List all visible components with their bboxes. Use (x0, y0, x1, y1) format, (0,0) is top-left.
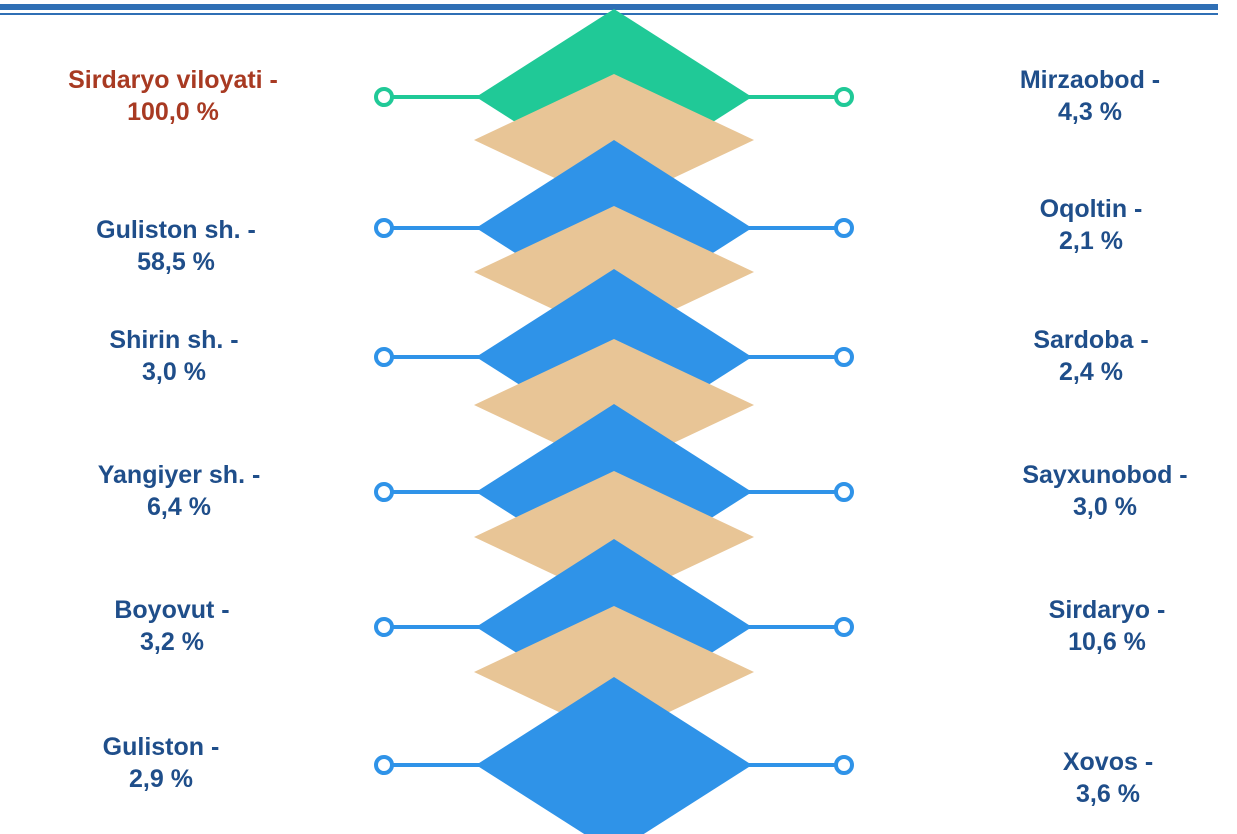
label-left-0-value: 100,0 % (127, 98, 219, 126)
label-left-2-value: 3,0 % (142, 358, 206, 386)
label-right-5-value: 3,6 % (1076, 780, 1140, 808)
diamond-blue-5 (476, 677, 752, 834)
label-right-5-name: Xovos - (1062, 748, 1154, 776)
diamond-tan-4 (474, 606, 754, 738)
node-left-1 (374, 218, 394, 238)
label-right-1: Oqoltin - 2,1 % (961, 193, 1221, 257)
header-rule-thick (0, 4, 1218, 10)
label-left-5-value: 2,9 % (129, 765, 193, 793)
label-right-3-name: Sayxunobod - (1022, 461, 1188, 489)
node-right-0 (834, 87, 854, 107)
node-left-5 (374, 755, 394, 775)
label-right-4-name: Sirdaryo - (1048, 596, 1166, 624)
label-right-0: Mirzaobod - 4,3 % (960, 64, 1220, 128)
label-right-3-value: 3,0 % (1073, 493, 1137, 521)
label-left-3: Yangiyer sh. - 6,4 % (49, 459, 309, 523)
label-left-3-value: 6,4 % (147, 493, 211, 521)
label-left-4-value: 3,2 % (140, 628, 204, 656)
node-right-2 (834, 347, 854, 367)
label-right-0-value: 4,3 % (1058, 98, 1122, 126)
label-left-3-name: Yangiyer sh. - (97, 461, 261, 489)
label-left-4: Boyovut - 3,2 % (42, 594, 302, 658)
label-right-2-value: 2,4 % (1059, 358, 1123, 386)
node-left-2 (374, 347, 394, 367)
diamond-tan-3 (474, 471, 754, 603)
label-left-2: Shirin sh. - 3,0 % (44, 324, 304, 388)
label-left-4-name: Boyovut - (114, 596, 230, 624)
label-right-1-name: Oqoltin - (1039, 195, 1143, 223)
node-right-1 (834, 218, 854, 238)
node-left-4 (374, 617, 394, 637)
node-right-5 (834, 755, 854, 775)
node-left-0 (374, 87, 394, 107)
node-right-3 (834, 482, 854, 502)
label-left-0: Sirdaryo viloyati - 100,0 % (43, 64, 303, 128)
label-left-5-name: Guliston - (102, 733, 220, 761)
label-right-3: Sayxunobod - 3,0 % (975, 459, 1235, 523)
label-left-2-name: Shirin sh. - (109, 326, 239, 354)
label-right-5: Xovos - 3,6 % (978, 746, 1237, 810)
label-right-4-value: 10,6 % (1068, 628, 1146, 656)
label-right-2: Sardoba - 2,4 % (961, 324, 1221, 388)
label-right-0-name: Mirzaobod - (1019, 66, 1161, 94)
label-right-4: Sirdaryo - 10,6 % (977, 594, 1237, 658)
label-left-1-name: Guliston sh. - (96, 216, 256, 244)
label-left-0-name: Sirdaryo viloyati - (68, 66, 278, 94)
label-left-5: Guliston - 2,9 % (31, 731, 291, 795)
label-right-1-value: 2,1 % (1059, 227, 1123, 255)
node-right-4 (834, 617, 854, 637)
node-left-3 (374, 482, 394, 502)
label-left-1: Guliston sh. - 58,5 % (46, 214, 306, 278)
label-left-1-value: 58,5 % (137, 248, 215, 276)
label-right-2-name: Sardoba - (1033, 326, 1149, 354)
